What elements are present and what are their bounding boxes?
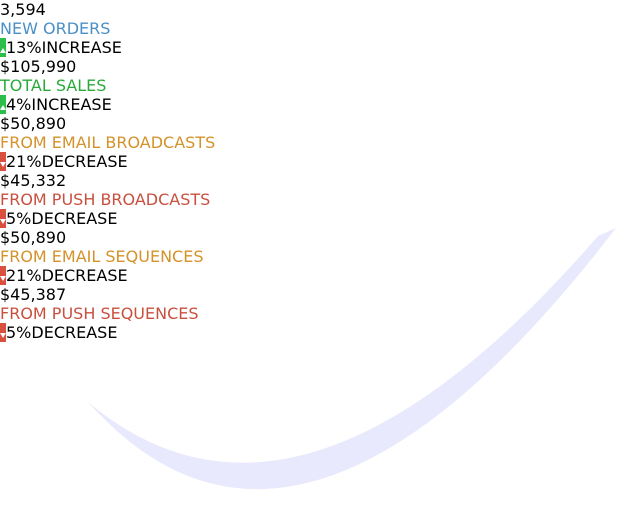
arrow-up (0, 48, 6, 53)
arrow-down (0, 276, 6, 281)
stat-card: 3,594 NEW ORDERS 13%INCREASE (0, 0, 644, 57)
card-footer: 13%INCREASE (0, 38, 644, 57)
stat-card: $105,990 TOTAL SALES 4%INCREASE (0, 57, 644, 114)
card-footer: 21%DECREASE (0, 266, 644, 285)
stat-label: FROM PUSH BROADCASTS (0, 190, 211, 209)
stat-label: NEW ORDERS (0, 19, 111, 38)
arrow-down (0, 333, 6, 338)
card-top: $45,387 FROM PUSH SEQUENCES (0, 285, 644, 323)
trend-icon (0, 95, 6, 114)
change-text: 21%DECREASE (6, 152, 128, 171)
change-text: 5%DECREASE (6, 323, 118, 342)
card-top: 3,594 NEW ORDERS (0, 0, 644, 38)
stat-value: 3,594 (0, 0, 46, 19)
stat-card: $45,332 FROM PUSH BROADCASTS 5%DECREASE (0, 171, 644, 228)
card-footer: 4%INCREASE (0, 95, 644, 114)
stat-value: $50,890 (0, 228, 67, 247)
change-text: 21%DECREASE (6, 266, 128, 285)
arrow-down (0, 162, 6, 167)
trend-icon (0, 38, 6, 57)
stat-value: $105,990 (0, 57, 77, 76)
card-top: $50,890 FROM EMAIL BROADCASTS (0, 114, 644, 152)
card-top: $45,332 FROM PUSH BROADCASTS (0, 171, 644, 209)
card-top: $105,990 TOTAL SALES (0, 57, 644, 95)
trend-icon (0, 209, 6, 228)
trend-icon (0, 323, 6, 342)
card-top: $50,890 FROM EMAIL SEQUENCES (0, 228, 644, 266)
card-footer: 5%DECREASE (0, 209, 644, 228)
arc (88, 228, 616, 490)
arrow-down (0, 219, 6, 224)
card-footer: 21%DECREASE (0, 152, 644, 171)
stat-card: $50,890 FROM EMAIL SEQUENCES 21%DECREASE (0, 228, 644, 285)
stat-value: $45,332 (0, 171, 67, 190)
stat-label: FROM PUSH SEQUENCES (0, 304, 199, 323)
stat-card: $50,890 FROM EMAIL BROADCASTS 21%DECREASE (0, 114, 644, 171)
stat-value: $45,387 (0, 285, 67, 304)
change-text: 4%INCREASE (6, 95, 112, 114)
stat-value: $50,890 (0, 114, 67, 133)
card-footer: 5%DECREASE (0, 323, 644, 342)
change-text: 13%INCREASE (6, 38, 122, 57)
trend-icon (0, 266, 6, 285)
stat-label: FROM EMAIL BROADCASTS (0, 133, 216, 152)
trend-icon (0, 152, 6, 171)
stat-label: FROM EMAIL SEQUENCES (0, 247, 204, 266)
stat-card: $45,387 FROM PUSH SEQUENCES 5%DECREASE (0, 285, 644, 342)
change-text: 5%DECREASE (6, 209, 118, 228)
arrow-up (0, 105, 6, 110)
stat-label: TOTAL SALES (0, 76, 107, 95)
